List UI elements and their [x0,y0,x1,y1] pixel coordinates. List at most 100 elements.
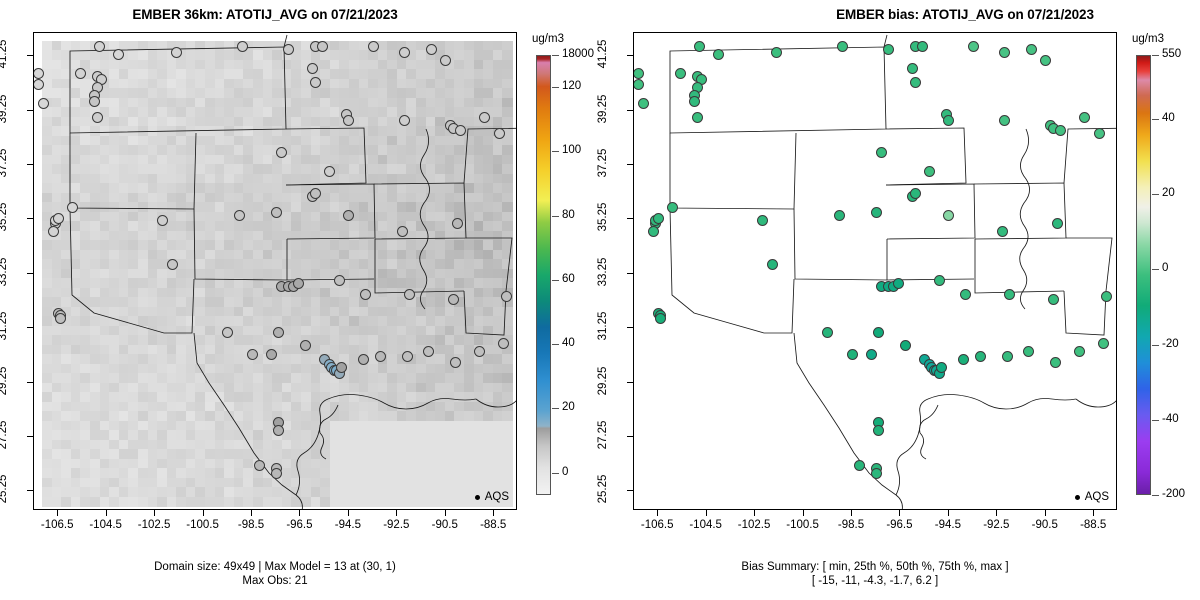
aqs-site-marker[interactable] [691,111,703,123]
aqs-site-marker[interactable] [234,209,246,221]
aqs-site-marker[interactable] [713,49,725,61]
aqs-site-marker[interactable] [452,217,464,229]
aqs-site-marker[interactable] [454,125,466,137]
aqs-site-marker[interactable] [500,291,512,303]
aqs-site-marker[interactable] [113,49,125,61]
aqs-site-marker[interactable] [275,147,287,159]
aqs-site-marker[interactable] [324,166,335,178]
aqs-site-marker[interactable] [166,258,178,270]
aqs-site-marker[interactable] [916,41,928,53]
aqs-site-marker[interactable] [374,351,386,363]
aqs-site-marker[interactable] [38,98,50,110]
aqs-site-marker[interactable] [957,353,969,365]
aqs-site-marker[interactable] [960,288,972,300]
aqs-site-marker[interactable] [47,226,59,238]
aqs-site-marker[interactable] [222,326,234,338]
aqs-site-marker[interactable] [292,277,304,289]
aqs-site-marker[interactable] [1074,345,1086,357]
aqs-site-marker[interactable] [449,356,461,368]
aqs-site-marker[interactable] [171,46,183,58]
aqs-site-marker[interactable] [967,41,979,53]
aqs-site-marker[interactable] [875,147,887,159]
aqs-site-marker[interactable] [236,41,248,53]
aqs-site-marker[interactable] [1023,345,1035,357]
aqs-site-marker[interactable] [974,351,986,363]
aqs-site-marker[interactable] [343,209,355,221]
aqs-site-marker[interactable] [766,258,778,270]
aqs-site-marker[interactable] [273,424,285,436]
aqs-site-marker[interactable] [91,111,103,123]
aqs-site-marker[interactable] [367,41,379,53]
aqs-site-marker[interactable] [34,79,45,91]
aqs-site-marker[interactable] [870,207,882,218]
aqs-site-marker[interactable] [425,43,437,55]
aqs-site-marker[interactable] [822,326,834,338]
aqs-site-marker[interactable] [943,209,955,221]
aqs-site-marker[interactable] [52,212,64,224]
aqs-site-marker[interactable] [316,41,328,53]
aqs-site-marker[interactable] [493,128,505,140]
aqs-site-marker[interactable] [440,54,452,66]
aqs-site-marker[interactable] [999,46,1011,58]
aqs-site-marker[interactable] [892,277,904,289]
aqs-site-marker[interactable] [907,62,918,74]
aqs-site-marker[interactable] [156,215,168,227]
aqs-site-marker[interactable] [399,114,411,126]
aqs-site-marker[interactable] [924,166,935,178]
aqs-site-marker[interactable] [756,215,768,227]
aqs-site-marker[interactable] [74,68,86,80]
map-canvas-bias[interactable]: AQS [633,32,1117,510]
aqs-site-marker[interactable] [999,114,1011,126]
aqs-site-marker[interactable] [1001,351,1013,363]
aqs-site-marker[interactable] [34,68,45,80]
aqs-site-marker[interactable] [270,207,282,218]
aqs-site-marker[interactable] [638,98,650,110]
aqs-site-marker[interactable] [474,345,486,357]
aqs-site-marker[interactable] [836,41,848,53]
aqs-site-marker[interactable] [401,351,413,363]
aqs-site-marker[interactable] [634,68,645,80]
aqs-site-marker[interactable] [655,313,667,325]
aqs-site-marker[interactable] [498,337,510,349]
aqs-site-marker[interactable] [899,340,911,352]
aqs-site-marker[interactable] [882,43,894,55]
aqs-site-marker[interactable] [246,348,258,360]
aqs-site-marker[interactable] [309,76,321,88]
aqs-site-marker[interactable] [996,226,1008,238]
aqs-site-marker[interactable] [270,468,282,480]
aqs-site-marker[interactable] [1100,291,1112,303]
aqs-site-marker[interactable] [1025,43,1037,55]
aqs-site-marker[interactable] [853,460,865,471]
aqs-site-marker[interactable] [93,41,105,53]
aqs-site-marker[interactable] [265,348,277,360]
aqs-site-marker[interactable] [1049,356,1061,368]
aqs-site-marker[interactable] [336,362,348,374]
map-canvas-model[interactable]: AQS [33,32,517,510]
aqs-site-marker[interactable] [447,294,459,306]
aqs-site-marker[interactable] [634,79,645,91]
aqs-site-marker[interactable] [67,201,79,213]
aqs-site-marker[interactable] [1054,125,1066,137]
aqs-site-marker[interactable] [1098,337,1110,349]
aqs-site-marker[interactable] [689,95,701,107]
aqs-site-marker[interactable] [1003,288,1015,300]
aqs-site-marker[interactable] [771,46,783,58]
aqs-site-marker[interactable] [674,68,686,80]
aqs-site-marker[interactable] [403,288,415,300]
aqs-site-marker[interactable] [933,275,945,286]
aqs-site-marker[interactable] [357,353,369,365]
aqs-site-marker[interactable] [89,95,101,107]
aqs-site-marker[interactable] [253,460,265,471]
aqs-site-marker[interactable] [652,212,664,224]
aqs-site-marker[interactable] [399,46,411,58]
aqs-site-marker[interactable] [834,209,846,221]
aqs-site-marker[interactable] [1093,128,1105,140]
aqs-site-marker[interactable] [307,62,318,74]
aqs-site-marker[interactable] [693,41,705,53]
aqs-site-marker[interactable] [909,76,921,88]
aqs-site-marker[interactable] [846,348,858,360]
aqs-site-marker[interactable] [479,111,490,123]
aqs-site-marker[interactable] [667,201,679,213]
aqs-site-marker[interactable] [360,288,372,300]
aqs-site-marker[interactable] [647,226,659,238]
